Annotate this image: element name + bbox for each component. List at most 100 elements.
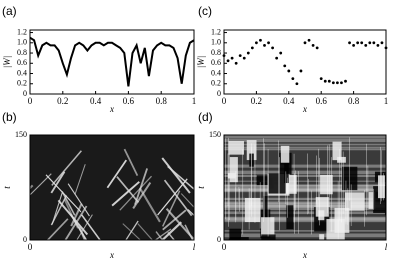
block bbox=[332, 141, 342, 161]
wave-front bbox=[111, 181, 140, 207]
y-tick-label: 1.2 bbox=[211, 27, 221, 36]
wave-front bbox=[167, 231, 176, 240]
data-point bbox=[255, 41, 258, 45]
data-point bbox=[267, 41, 270, 45]
x-axis-label: x bbox=[302, 250, 307, 260]
x-tick-label: 0.2 bbox=[251, 96, 262, 106]
wave-front bbox=[187, 209, 194, 217]
wave-front bbox=[61, 191, 76, 216]
wave-front bbox=[123, 148, 139, 176]
block bbox=[384, 186, 386, 216]
x-axis-label: x bbox=[109, 104, 114, 114]
band bbox=[224, 170, 386, 175]
band bbox=[224, 148, 386, 151]
x-tick-label: 0.4 bbox=[90, 96, 102, 106]
data-point bbox=[380, 41, 384, 45]
y-tick-label: 0 bbox=[217, 235, 221, 244]
plot-frame bbox=[223, 29, 387, 95]
band bbox=[224, 138, 386, 143]
data-point bbox=[303, 41, 307, 45]
block bbox=[368, 192, 376, 209]
band bbox=[224, 135, 386, 139]
wave-front bbox=[162, 209, 187, 231]
plot-frame bbox=[223, 134, 387, 241]
band bbox=[224, 233, 386, 238]
x-tick-label: 0.4 bbox=[283, 96, 295, 106]
wave-front bbox=[45, 174, 82, 213]
x-tick-label: l bbox=[193, 242, 196, 252]
data-point bbox=[238, 54, 242, 57]
y-axis-label: |W| bbox=[2, 56, 12, 68]
wave-front bbox=[122, 223, 142, 240]
data-point bbox=[287, 69, 291, 73]
block bbox=[228, 238, 240, 240]
block bbox=[286, 205, 294, 230]
band bbox=[224, 211, 386, 215]
x-tick-label: 0.6 bbox=[316, 96, 328, 106]
data-point bbox=[315, 46, 319, 50]
wave-front bbox=[30, 173, 52, 196]
wave-front bbox=[67, 183, 90, 217]
block bbox=[229, 228, 241, 240]
y-tick-label: 0.8 bbox=[17, 48, 27, 57]
data-point bbox=[372, 41, 376, 45]
panel-label: (c) bbox=[198, 4, 212, 18]
wave-front bbox=[74, 164, 86, 195]
data-point bbox=[250, 46, 254, 50]
data-point bbox=[263, 43, 266, 47]
data-point bbox=[246, 51, 250, 55]
wave-front bbox=[106, 159, 128, 189]
wave-front bbox=[78, 226, 87, 240]
data-point bbox=[307, 38, 311, 42]
block bbox=[280, 145, 290, 163]
x-tick-label: 0.6 bbox=[123, 96, 135, 106]
wave-front bbox=[116, 176, 140, 203]
wave-front bbox=[64, 205, 88, 240]
band bbox=[224, 199, 386, 201]
wave-front bbox=[163, 179, 193, 217]
wave-front bbox=[160, 221, 183, 240]
data-point bbox=[226, 59, 230, 63]
band bbox=[224, 143, 386, 146]
data-point bbox=[356, 41, 360, 45]
band bbox=[224, 204, 386, 208]
data-point bbox=[336, 81, 339, 85]
y-tick-label: 0.4 bbox=[211, 68, 221, 77]
data-point bbox=[376, 43, 380, 47]
data-point bbox=[311, 43, 315, 47]
band bbox=[224, 184, 386, 189]
wave-front bbox=[153, 239, 156, 240]
panel-label: (d) bbox=[198, 110, 213, 124]
wave-front bbox=[46, 218, 69, 240]
panel-label: (b) bbox=[2, 110, 17, 124]
wave-front bbox=[154, 228, 172, 240]
x-tick-label: 0 bbox=[222, 242, 227, 252]
data-point bbox=[242, 56, 246, 60]
data-point bbox=[368, 41, 372, 45]
y-tick-label: 0 bbox=[23, 89, 27, 98]
band bbox=[224, 180, 386, 182]
x-tick-label: l bbox=[385, 242, 388, 252]
block bbox=[320, 174, 333, 195]
data-point bbox=[344, 79, 347, 83]
data-point bbox=[275, 56, 279, 60]
band bbox=[224, 202, 386, 206]
wave-front bbox=[70, 203, 83, 227]
band bbox=[224, 164, 386, 168]
x-tick-label: 1 bbox=[192, 96, 197, 106]
field-image bbox=[224, 135, 386, 240]
wave-front bbox=[184, 224, 194, 240]
x-tick-label: 0 bbox=[222, 96, 227, 106]
y-axis-label: t bbox=[196, 186, 206, 189]
plot-frame bbox=[29, 134, 195, 241]
wave-front bbox=[165, 208, 194, 240]
wave-front bbox=[50, 195, 68, 226]
block bbox=[228, 141, 244, 155]
block bbox=[230, 237, 249, 240]
band bbox=[224, 230, 386, 232]
wave-front bbox=[155, 231, 164, 240]
y-tick-label: 1.2 bbox=[17, 27, 27, 36]
y-tick-label: 1.0 bbox=[211, 38, 221, 47]
y-axis-label: |W| bbox=[196, 56, 206, 68]
